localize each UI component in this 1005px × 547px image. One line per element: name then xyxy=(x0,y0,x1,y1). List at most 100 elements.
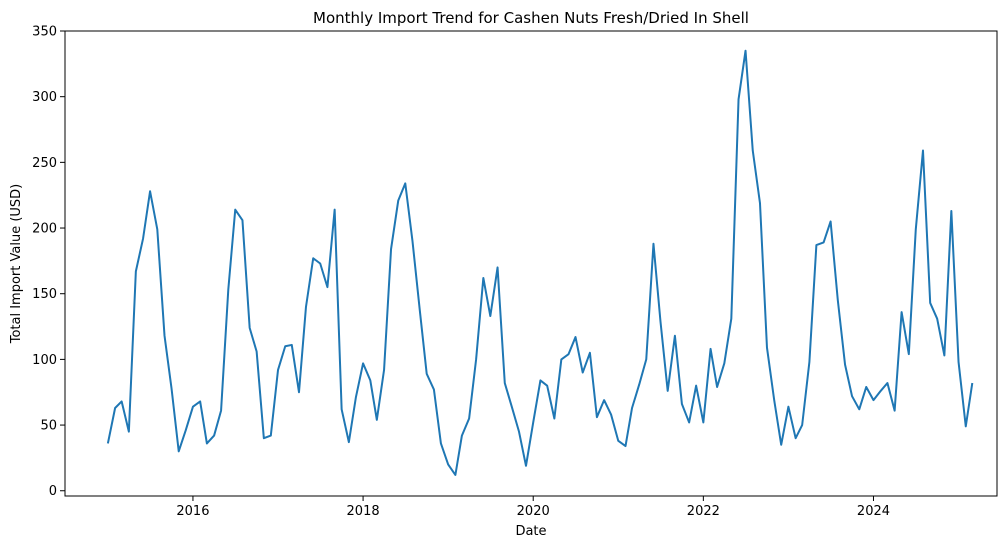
data-point xyxy=(752,150,754,152)
data-point xyxy=(461,435,463,437)
data-point xyxy=(291,344,293,346)
data-point xyxy=(695,385,697,387)
data-point xyxy=(249,327,251,329)
data-point xyxy=(362,362,364,364)
y-tick-label: 300 xyxy=(32,90,57,105)
data-point xyxy=(277,369,279,371)
chart-title: Monthly Import Trend for Cashen Nuts Fre… xyxy=(313,9,749,27)
data-point xyxy=(390,248,392,250)
data-point xyxy=(688,421,690,423)
data-point xyxy=(419,308,421,310)
data-point xyxy=(142,238,144,240)
data-point xyxy=(149,190,151,192)
data-point xyxy=(468,418,470,420)
data-point xyxy=(355,396,357,398)
data-point xyxy=(582,372,584,374)
x-tick-label: 2024 xyxy=(857,504,890,519)
data-point xyxy=(348,441,350,443)
y-axis-title: Total Import Value (USD) xyxy=(9,184,24,345)
data-point xyxy=(326,286,328,288)
data-point xyxy=(185,429,187,431)
data-point xyxy=(745,50,747,52)
x-tick-label: 2016 xyxy=(176,504,209,519)
data-point xyxy=(815,244,817,246)
data-point xyxy=(128,431,130,433)
x-axis-ticks: 2016 2018 2020 2022 2024 xyxy=(176,496,890,519)
data-point xyxy=(397,199,399,201)
data-point xyxy=(440,442,442,444)
data-point xyxy=(652,243,654,245)
data-point xyxy=(851,395,853,397)
data-point xyxy=(759,202,761,204)
x-axis-title: Date xyxy=(515,524,546,539)
data-point xyxy=(518,431,520,433)
data-point xyxy=(780,444,782,446)
y-tick-label: 350 xyxy=(32,25,57,40)
data-point xyxy=(801,424,803,426)
data-point xyxy=(447,463,449,465)
data-point xyxy=(404,182,406,184)
data-point xyxy=(830,220,832,222)
data-point xyxy=(107,442,109,444)
data-point xyxy=(199,400,201,402)
data-point xyxy=(823,241,825,243)
data-point xyxy=(965,425,967,427)
data-point xyxy=(114,407,116,409)
data-point xyxy=(943,354,945,356)
data-point xyxy=(773,399,775,401)
data-point xyxy=(625,445,627,447)
data-point xyxy=(568,353,570,355)
data-point xyxy=(631,407,633,409)
data-point xyxy=(171,387,173,389)
data-point xyxy=(638,383,640,385)
data-point xyxy=(263,437,265,439)
data-point xyxy=(716,386,718,388)
data-point xyxy=(305,306,307,308)
data-point xyxy=(575,336,577,338)
data-point xyxy=(929,302,931,304)
data-point xyxy=(837,299,839,301)
series-line xyxy=(106,49,974,476)
y-tick-label: 100 xyxy=(32,353,57,368)
data-point xyxy=(241,219,243,221)
x-tick-label: 2018 xyxy=(347,504,380,519)
data-point xyxy=(603,399,605,401)
data-point xyxy=(298,391,300,393)
data-point xyxy=(334,209,336,211)
data-point xyxy=(164,335,166,337)
data-point xyxy=(766,347,768,349)
data-point xyxy=(539,379,541,381)
data-point xyxy=(227,289,229,291)
data-point xyxy=(383,369,385,371)
data-point xyxy=(886,382,888,384)
data-point xyxy=(958,361,960,363)
data-point xyxy=(702,421,704,423)
data-point xyxy=(489,315,491,317)
data-point xyxy=(808,361,810,363)
data-point xyxy=(482,277,484,279)
data-point xyxy=(454,474,456,476)
data-point xyxy=(433,389,435,391)
y-tick-label: 150 xyxy=(32,287,57,302)
data-point xyxy=(206,442,208,444)
data-point xyxy=(730,318,732,320)
data-point xyxy=(560,358,562,360)
y-tick-label: 0 xyxy=(49,484,57,499)
data-point xyxy=(411,240,413,242)
data-point xyxy=(525,465,527,467)
data-point xyxy=(971,382,973,384)
data-point xyxy=(865,386,867,388)
data-point xyxy=(553,418,555,420)
data-point xyxy=(192,406,194,408)
data-point xyxy=(596,416,598,418)
data-point xyxy=(858,408,860,410)
data-point xyxy=(511,406,513,408)
data-point xyxy=(284,345,286,347)
data-point xyxy=(723,362,725,364)
data-point xyxy=(475,358,477,360)
data-point xyxy=(312,257,314,259)
data-point xyxy=(936,318,938,320)
data-point xyxy=(950,210,952,212)
data-point xyxy=(610,414,612,416)
data-point xyxy=(922,150,924,152)
